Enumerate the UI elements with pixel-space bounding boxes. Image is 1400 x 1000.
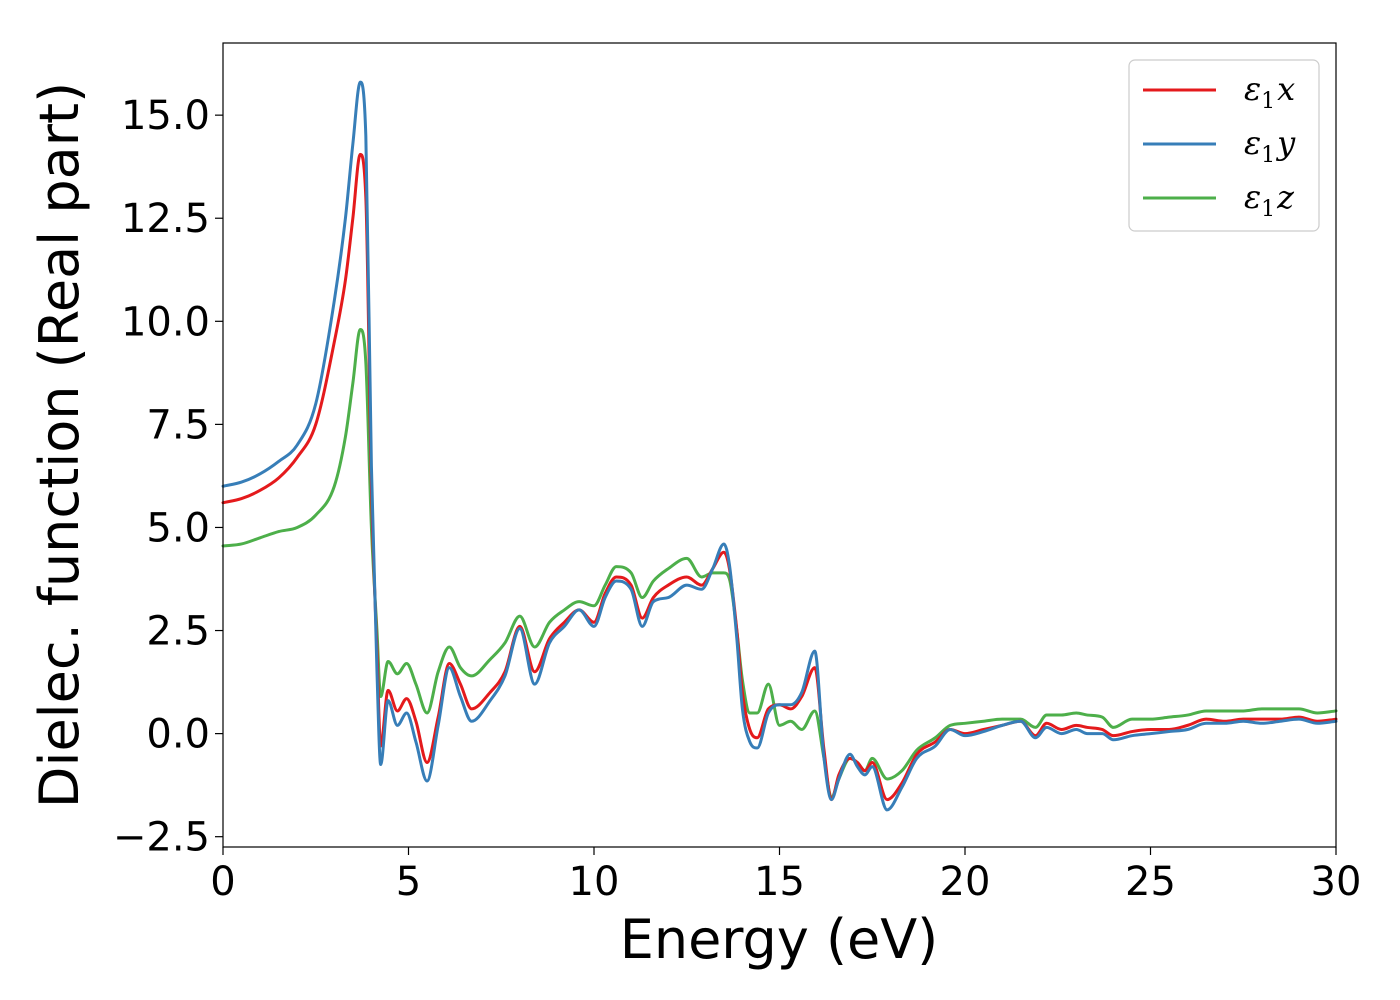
x-axis-title: Energy (eV) [620,908,939,971]
x-tick-label: 5 [396,859,421,905]
y-tick-label: 0.0 [146,712,210,758]
x-tick-label: 10 [569,859,620,905]
legend-label-x: ε1x [1244,70,1295,114]
y-tick-label: 10.0 [121,299,210,345]
y-axis: −2.5 0.0 2.5 5.0 7.5 10.0 12.5 15.0 [113,93,223,861]
legend-label-y: ε1y [1244,124,1296,168]
series-layer [221,80,1338,812]
y-tick-label: 7.5 [146,402,210,448]
legend-label-z: ε1z [1244,178,1295,222]
y-tick-label: 5.0 [146,505,210,551]
legend-frame [1128,59,1320,232]
legend: ε1x ε1y ε1z [1128,59,1320,232]
x-tick-label: 25 [1125,859,1176,905]
x-axis: 0 5 10 15 20 25 30 [210,847,1361,905]
x-tick-label: 0 [210,859,235,905]
x-tick-label: 15 [754,859,805,905]
y-tick-label: 15.0 [121,93,210,139]
x-tick-label: 30 [1311,859,1362,905]
y-tick-label: 12.5 [121,196,210,242]
y-axis-title: Dielec. function (Real part) [28,82,91,808]
x-tick-label: 20 [940,859,991,905]
y-tick-label: 2.5 [146,609,210,655]
y-tick-label: −2.5 [113,815,210,861]
series-line-y [221,80,1338,812]
